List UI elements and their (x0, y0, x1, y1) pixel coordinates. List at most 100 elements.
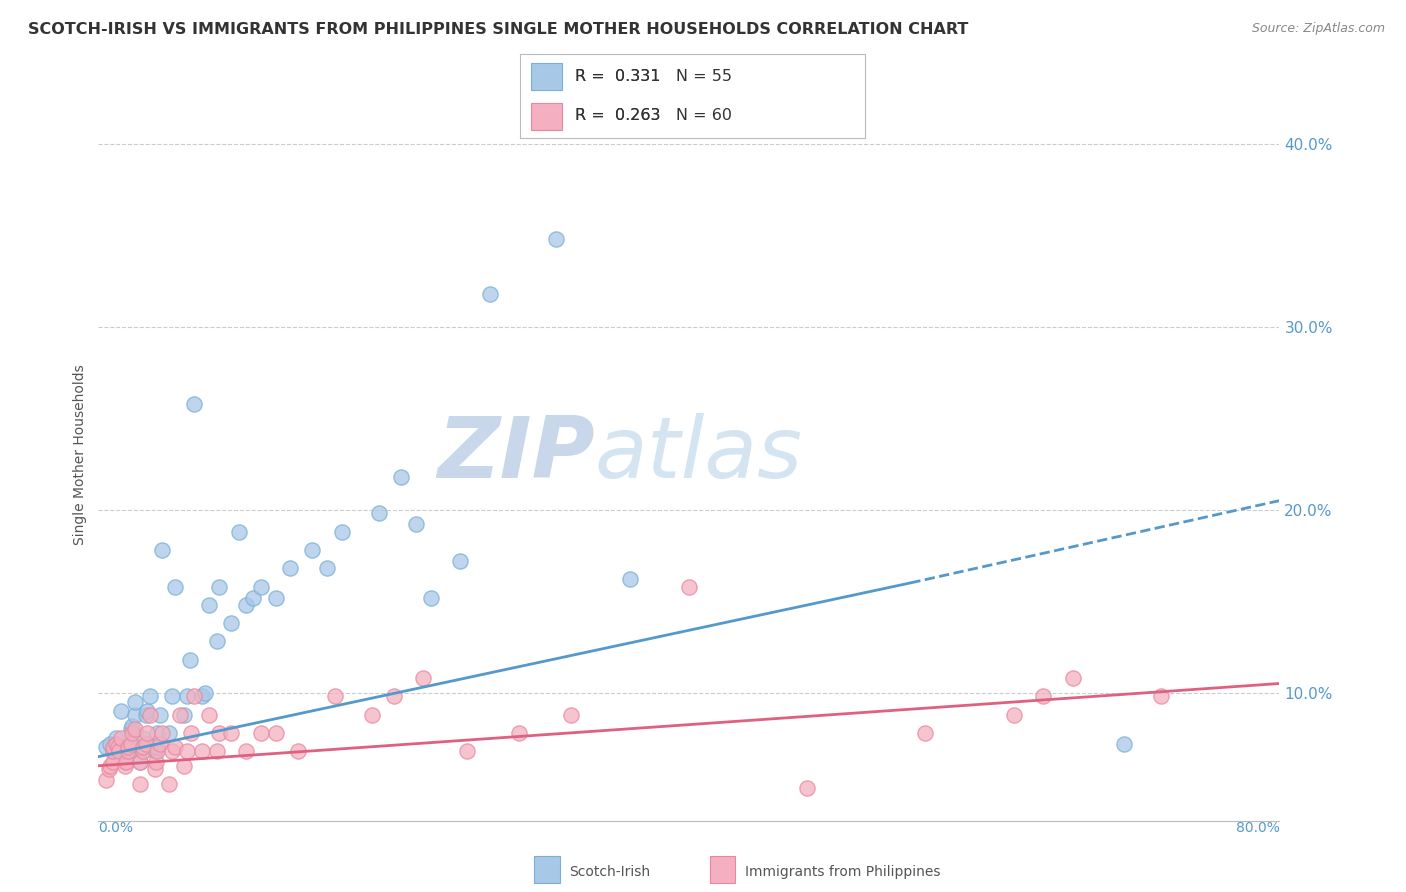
Point (198, 598, 221, 612)
Bar (530, 103, 561, 130)
Point (173, 758, 195, 772)
Point (117, 740, 139, 755)
Point (278, 561, 302, 575)
Point (124, 723, 146, 737)
Point (198, 707, 221, 722)
Point (150, 726, 173, 740)
Point (107, 740, 129, 755)
Point (228, 524, 250, 539)
Point (94, 740, 117, 755)
Point (124, 707, 146, 722)
Point (219, 726, 242, 740)
Point (165, 580, 187, 594)
Point (405, 517, 427, 532)
Point (103, 744, 125, 758)
Point (103, 740, 125, 755)
Point (235, 744, 257, 758)
Point (162, 744, 183, 758)
Point (117, 744, 139, 758)
Point (287, 744, 309, 758)
Point (194, 685, 217, 699)
Bar (530, 62, 561, 90)
Text: R =  0.331: R = 0.331 (575, 69, 676, 84)
Point (117, 744, 139, 758)
Point (103, 744, 125, 758)
Text: atlas: atlas (595, 413, 803, 497)
Point (330, 524, 353, 539)
Point (132, 731, 155, 746)
Point (132, 744, 155, 758)
Point (560, 707, 582, 722)
Text: 0.0%: 0.0% (98, 821, 134, 835)
Text: R =  0.263: R = 0.263 (575, 108, 676, 123)
Point (124, 695, 146, 709)
Point (136, 726, 159, 740)
Point (121, 718, 143, 732)
Point (162, 690, 183, 704)
Point (146, 726, 169, 740)
Point (121, 726, 143, 740)
Point (1150, 690, 1173, 704)
Point (205, 744, 228, 758)
Text: SCOTCH-IRISH VS IMMIGRANTS FROM PHILIPPINES SINGLE MOTHER HOUSEHOLDS CORRELATION: SCOTCH-IRISH VS IMMIGRANTS FROM PHILIPPI… (28, 22, 969, 37)
Point (103, 755, 125, 769)
Point (114, 758, 136, 772)
Point (1062, 671, 1084, 685)
Point (98, 737, 121, 751)
Point (120, 723, 142, 737)
Text: Scotch-Irish: Scotch-Irish (569, 865, 651, 880)
Point (120, 737, 142, 751)
Point (128, 755, 150, 769)
Point (135, 707, 157, 722)
Point (208, 580, 231, 594)
Point (114, 755, 136, 769)
Point (678, 580, 700, 594)
Point (132, 744, 155, 758)
Point (250, 580, 273, 594)
Point (98, 758, 121, 772)
Point (97, 763, 120, 777)
Point (412, 671, 434, 685)
Point (146, 740, 169, 755)
Text: Immigrants from Philippines: Immigrants from Philippines (745, 865, 941, 880)
Point (128, 755, 150, 769)
Point (110, 731, 132, 746)
Point (544, 232, 567, 246)
Point (149, 707, 172, 722)
Y-axis label: Single Mother Households: Single Mother Households (73, 365, 87, 545)
Point (145, 755, 167, 769)
Point (136, 704, 159, 718)
Point (180, 726, 202, 740)
Text: R =  0.331   N = 55: R = 0.331 N = 55 (575, 69, 733, 84)
Point (110, 704, 132, 718)
Point (205, 634, 228, 648)
Point (508, 726, 530, 740)
Point (169, 707, 191, 722)
Point (132, 740, 155, 755)
Text: 80.0%: 80.0% (1236, 821, 1279, 835)
Point (139, 690, 162, 704)
Text: Source: ZipAtlas.com: Source: ZipAtlas.com (1251, 22, 1385, 36)
Point (149, 737, 172, 751)
Point (1002, 707, 1025, 722)
Point (176, 690, 198, 704)
Point (301, 543, 323, 558)
Text: R =  0.263   N = 60: R = 0.263 N = 60 (575, 108, 733, 123)
Point (146, 744, 169, 758)
Point (368, 507, 391, 521)
Point (389, 470, 412, 484)
Point (135, 737, 157, 751)
Point (316, 561, 339, 575)
Point (419, 591, 441, 605)
Point (242, 591, 264, 605)
Point (264, 726, 287, 740)
Point (132, 740, 155, 755)
Point (173, 707, 195, 722)
Point (235, 598, 257, 612)
Point (619, 572, 641, 586)
Point (449, 554, 471, 568)
Point (219, 616, 242, 631)
Point (382, 690, 405, 704)
Point (208, 726, 231, 740)
Point (1114, 737, 1136, 751)
